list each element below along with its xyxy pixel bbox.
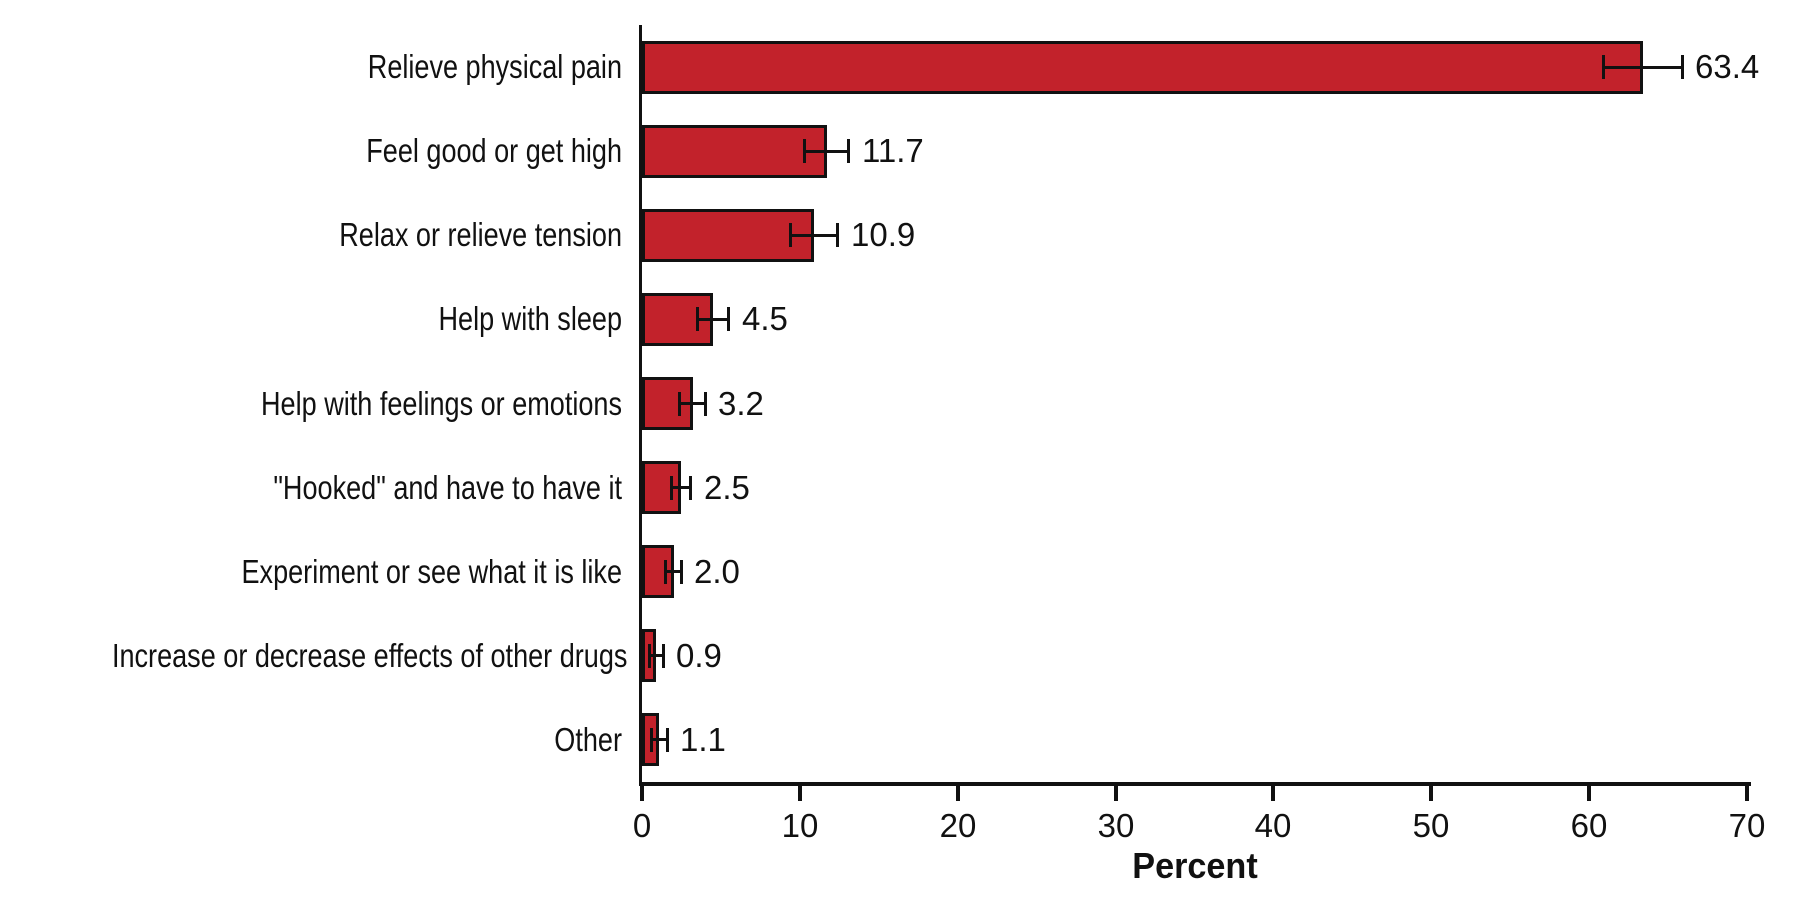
error-bar-cap-left [650,728,653,752]
value-label: 0.9 [676,637,722,674]
category-label: Other [554,721,622,758]
error-bar-cap-right [662,644,665,668]
error-bar-cap-left [670,476,673,500]
error-bar-line [649,654,663,657]
value-label: 2.5 [704,469,750,506]
error-bar-cap-left [803,139,806,163]
error-bar-line [651,738,667,741]
x-axis-line [639,782,1751,786]
error-bar-cap-left [648,644,651,668]
x-tick [798,786,802,801]
error-bar-line [680,402,705,405]
error-bar-cap-right [847,139,850,163]
error-bar-line [805,150,849,153]
x-tick-label: 20 [939,807,977,844]
value-label: 10.9 [851,216,916,253]
error-bar-cap-right [836,223,839,247]
bar [642,125,827,178]
x-tick-label: 70 [1728,807,1766,844]
error-bar-cap-right [1681,55,1684,79]
x-tick [1429,786,1433,801]
x-tick-label: 10 [781,807,819,844]
value-label: 11.7 [862,132,924,169]
error-bar-cap-left [1602,55,1605,79]
bar [642,209,814,262]
error-bar-cap-right [666,728,669,752]
error-bar-cap-left [664,560,667,584]
error-bar-cap-left [696,307,699,331]
x-tick [1114,786,1118,801]
x-tick [1271,786,1275,801]
category-label: Feel good or get high [366,132,622,169]
bar [642,461,681,514]
x-axis-title: Percent [1132,845,1258,886]
error-bar-line [666,570,682,573]
x-tick [956,786,960,801]
error-bar-cap-right [704,392,707,416]
value-label: 63.4 [1695,48,1760,85]
category-label: Relieve physical pain [367,48,622,85]
category-label: Experiment or see what it is like [241,553,622,590]
value-label: 2.0 [694,553,740,590]
x-tick [1745,786,1749,801]
error-bar-cap-right [680,560,683,584]
error-bar-cap-left [678,392,681,416]
error-bar-line [1603,66,1682,69]
error-bar-line [672,486,691,489]
category-label: Relax or relieve tension [339,216,622,253]
value-label: 3.2 [718,385,764,422]
error-bar-line [790,234,837,237]
x-tick-label: 30 [1097,807,1135,844]
bar [642,41,1643,94]
category-label: "Hooked" and have to have it [273,469,622,506]
category-label: Help with sleep [438,300,622,337]
error-bar-cap-right [727,307,730,331]
category-label: Increase or decrease effects of other dr… [111,637,628,674]
value-label: 1.1 [680,721,726,758]
x-tick-label: 50 [1412,807,1450,844]
value-label: 4.5 [742,300,788,337]
x-tick [640,786,644,801]
x-tick-label: 0 [632,807,652,844]
x-tick-label: 60 [1570,807,1608,844]
y-axis-line [639,25,642,786]
error-bar-cap-right [689,476,692,500]
x-tick-label: 40 [1254,807,1292,844]
x-tick [1587,786,1591,801]
error-bar-line [697,318,729,321]
category-label: Help with feelings or emotions [261,385,622,422]
error-bar-cap-left [789,223,792,247]
